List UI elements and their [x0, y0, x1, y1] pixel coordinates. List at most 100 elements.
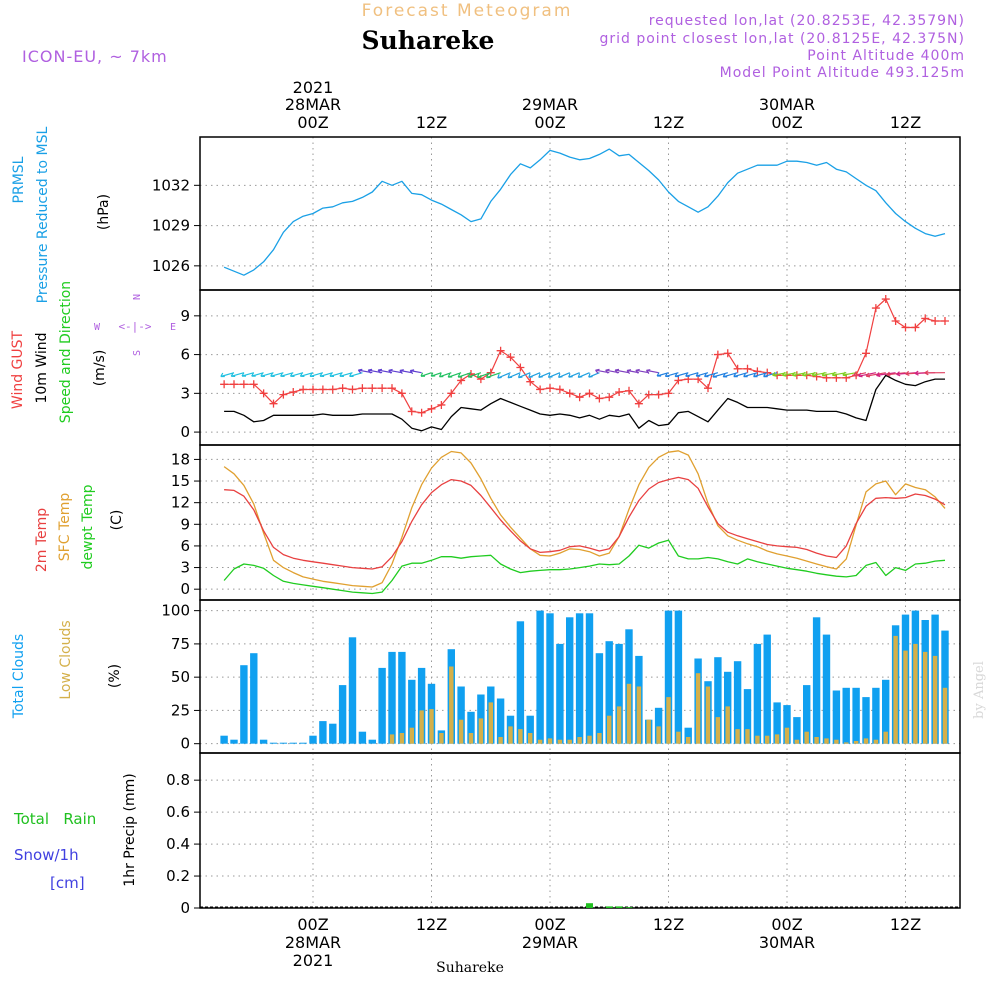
header-top-title: Forecast Meteogram	[362, 1, 573, 21]
temperature-panel: 0 3 6 9 12 15 18	[171, 444, 961, 601]
wind-unit: (m/s)	[92, 350, 108, 387]
pressure-ytick-label: 1032	[152, 176, 190, 194]
clouds-ytick-label: 75	[171, 635, 190, 653]
gust-marker	[506, 353, 515, 362]
precip-ytick-label: 0.6	[166, 803, 190, 821]
low-cloud-bar	[626, 683, 632, 744]
gust-marker	[931, 317, 940, 325]
gust-marker	[634, 399, 643, 408]
low-cloud-bar	[666, 697, 671, 744]
wind-direction-arrow	[517, 372, 531, 379]
bottom-hour-label: 00Z	[771, 915, 802, 934]
low-cloud-bar	[557, 739, 563, 744]
precip-ytick-label: 0	[180, 899, 190, 917]
low-cloud-bar	[488, 702, 493, 744]
clouds-ytick-label: 25	[171, 701, 190, 719]
total-cloud-bar	[250, 653, 258, 744]
precip-panel: 0 0.2 0.4 0.6 0.8	[166, 752, 961, 917]
total-cloud-bar	[546, 613, 554, 744]
compass-east: E	[170, 322, 176, 333]
total-cloud-bar	[398, 651, 406, 744]
sfc-temp-line	[223, 450, 946, 588]
low-cloud-bar	[547, 738, 553, 744]
wind-direction-arrow	[280, 372, 294, 377]
bottom-date-label: 29MAR	[522, 933, 578, 952]
precip-labels: Total Rain Snow/1h [cm] 1hr Precip (mm)	[13, 773, 138, 892]
gust-marker	[644, 390, 653, 399]
wind-direction-arrow	[457, 372, 472, 378]
gust-marker	[842, 373, 851, 382]
total-cloud-bar	[753, 643, 762, 744]
wind-direction-arrow	[220, 372, 235, 378]
wind-direction-arrow	[528, 372, 541, 378]
header-grid-point: grid point closest lon,lat (20.8125E, 42…	[599, 31, 965, 47]
gust-marker	[881, 295, 890, 304]
wind-10m-line	[224, 374, 945, 432]
gust-marker	[555, 385, 564, 394]
wind-direction-arrow	[674, 372, 689, 378]
total-cloud-bar	[289, 742, 297, 744]
wind-frame	[199, 289, 961, 446]
low-cloud-bar	[518, 729, 523, 744]
low-cloud-bar	[468, 733, 474, 744]
wind-direction-arrow	[635, 368, 649, 374]
bottom-time-axis: 00Z 12Z 00Z 12Z 00Z 12Z 28MAR 29MAR 30MAR	[285, 915, 921, 952]
gust-marker	[812, 372, 821, 381]
top-hour-label: 00Z	[297, 113, 328, 132]
total-cloud-bar	[368, 739, 376, 744]
low-cloud-bar	[478, 718, 484, 744]
gust-marker	[338, 384, 347, 393]
temperature-ytick-label: 6	[180, 537, 190, 555]
low-cloud-bar	[765, 735, 770, 744]
snow-label: Snow/1h	[14, 846, 79, 864]
low-cloud-bar	[537, 739, 543, 744]
gust-marker	[249, 380, 258, 389]
wind-direction-arrow	[447, 372, 462, 378]
gust-marker	[368, 384, 377, 393]
low-cloud-bar	[646, 719, 651, 744]
rain-label: Total Rain	[13, 810, 96, 828]
wind-direction-arrow	[299, 372, 314, 377]
wind-direction-arrow	[875, 372, 896, 378]
total-cloud-bar	[309, 735, 317, 744]
wind-direction-arrow	[430, 372, 442, 377]
total-cloud-bar	[941, 630, 949, 744]
cloud-labels: Total Clouds Low Clouds (%)	[11, 620, 123, 719]
gust-marker	[862, 349, 870, 358]
wind-direction-arrow	[497, 372, 511, 379]
low-cloud-bar	[725, 706, 730, 744]
gust-marker	[230, 380, 238, 389]
gust-marker	[723, 349, 732, 358]
clouds-ytick-label: 100	[161, 602, 190, 620]
temperature-ytick-label: 15	[171, 472, 190, 490]
gust-marker	[891, 317, 900, 325]
total-cloud-bar	[654, 707, 663, 744]
temperature-ytick-label: 18	[171, 450, 190, 468]
header-requested: requested lon,lat (20.8253E, 42.3579N)	[649, 13, 965, 29]
header-point-altitude: Point Altitude 400m	[807, 48, 965, 64]
low-cloud-bar	[636, 686, 642, 744]
wind-direction-arrow	[420, 372, 432, 377]
low-cloud-bar	[597, 733, 602, 744]
bottom-date-label: 30MAR	[759, 933, 815, 952]
low-cloud-bar	[863, 738, 869, 744]
total-cloud-bar	[566, 617, 574, 744]
top-hour-label: 12Z	[416, 113, 447, 132]
compass-rose: N <-|-> W E S	[94, 294, 176, 356]
low-cloud-bar	[587, 735, 592, 744]
gust-marker	[713, 350, 722, 359]
precip-ytick-label: 0.2	[166, 867, 190, 885]
bottom-hour-label: 12Z	[890, 915, 921, 934]
total-cloud-bar	[684, 727, 692, 744]
gust-marker	[526, 377, 535, 386]
header-location: Suhareke	[362, 26, 495, 55]
gust-marker	[664, 389, 673, 398]
total-cloud-bar	[319, 721, 327, 744]
total-cloud-bar	[556, 643, 564, 744]
total-cloud-bar	[822, 634, 831, 744]
wind-direction-arrow	[388, 368, 403, 374]
wind-direction-arrow	[409, 369, 422, 375]
low-cloud-bar	[844, 742, 849, 744]
wind-direction-arrow	[319, 372, 333, 377]
